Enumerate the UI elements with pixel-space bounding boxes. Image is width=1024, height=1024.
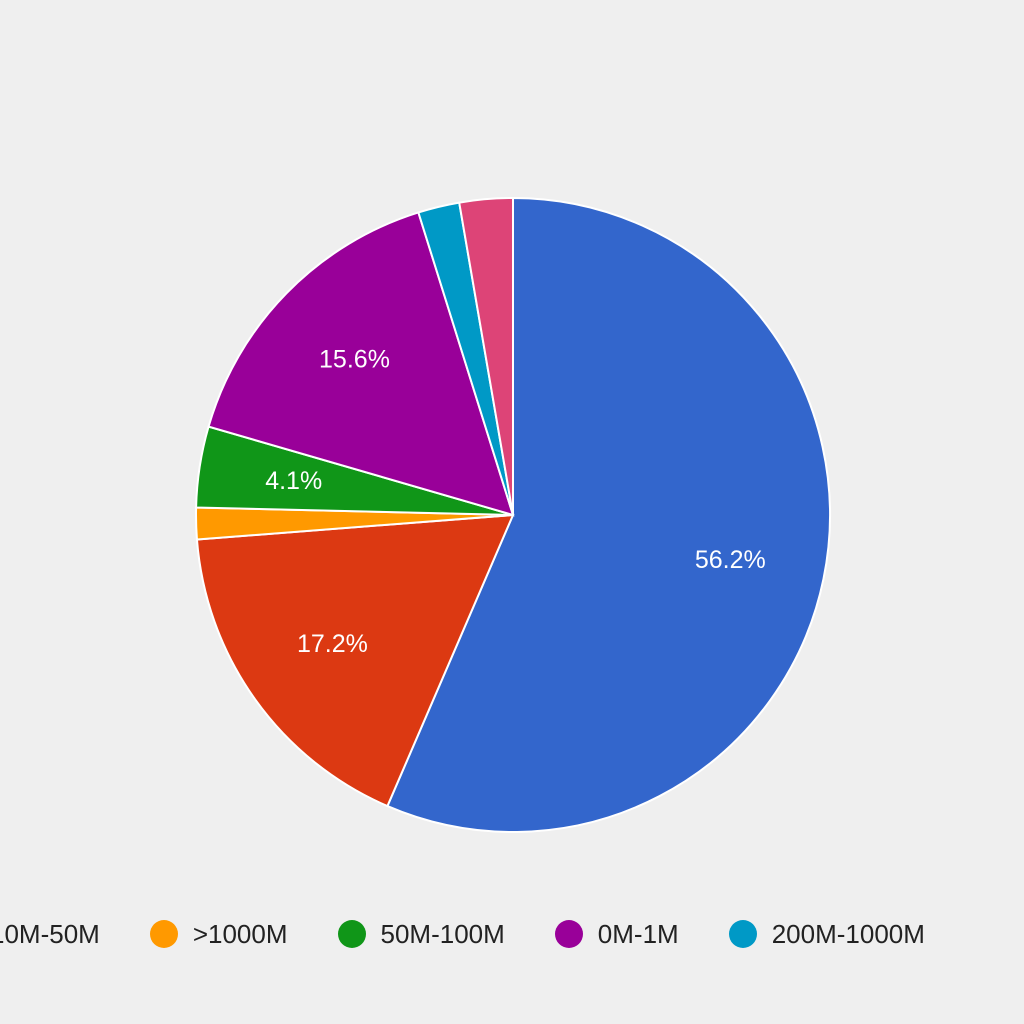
slice-label-0: 56.2% <box>695 546 766 574</box>
legend-label: 10M-50M <box>0 918 100 949</box>
legend-label: 50M-100M <box>380 918 505 949</box>
legend-item: 0M-1M <box>554 918 679 950</box>
legend-label: 200M-1000M <box>771 918 925 949</box>
pie-slice-6 <box>458 196 514 516</box>
legend-item: 50M-100M <box>337 918 505 950</box>
pie-slice-1 <box>195 513 515 808</box>
legend-item: >1000M <box>149 918 288 950</box>
legend-item: 200M-1000M <box>728 918 925 950</box>
legend: 10M-50M >1000M 50M-100M 0M-1M 200M-1000M <box>0 912 975 956</box>
slice-label-4: 15.6% <box>319 346 390 374</box>
legend-swatch <box>149 920 178 948</box>
legend-swatch <box>554 920 583 948</box>
pie-slice-0 <box>386 196 831 833</box>
legend-label: 0M-1M <box>597 918 679 949</box>
legend-swatch <box>728 920 757 948</box>
legend-label: >1000M <box>192 918 288 949</box>
legend-item: 10M-50M <box>0 919 100 950</box>
legend-swatch <box>337 920 366 948</box>
slice-label-1: 17.2% <box>297 630 368 658</box>
pie-slice-4 <box>207 211 515 517</box>
slice-label-3: 4.1% <box>265 467 322 495</box>
